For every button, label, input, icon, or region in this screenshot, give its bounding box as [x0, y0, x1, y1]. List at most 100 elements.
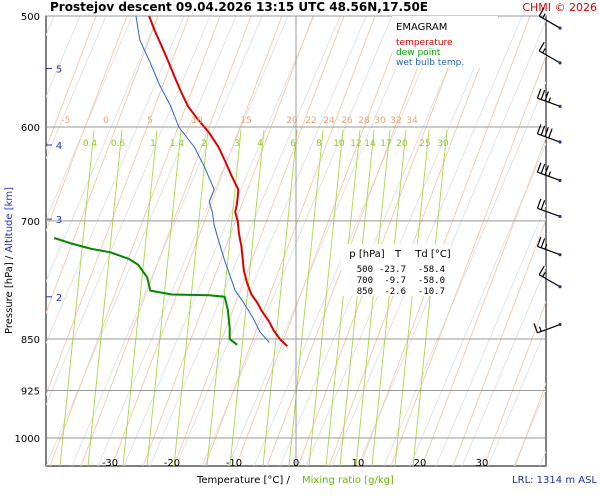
dry-adiabat-line: [46, 16, 81, 98]
dry-adiabat-line: [175, 16, 367, 466]
isotherm-label: 5: [147, 116, 153, 126]
isotherm-label: -5: [62, 116, 71, 126]
mixing-ratio-line: [412, 129, 448, 466]
table-header: Td [°C]: [414, 249, 451, 260]
mixing-ratio-label: 0.6: [111, 139, 126, 149]
data-table-box: [341, 244, 451, 296]
isotherm-line: [235, 16, 407, 466]
wind-barb: [538, 41, 562, 65]
isotherm-line: [142, 16, 314, 466]
dry-adiabat-line: [513, 389, 546, 466]
mixing-ratio-line: [122, 129, 158, 466]
mixing-ratio-line: [173, 129, 209, 466]
isotherm-line: [421, 136, 546, 466]
isotherm-line: [328, 16, 500, 466]
mixing-ratio-line: [355, 129, 391, 466]
altitude-tick-label: 5: [56, 64, 62, 75]
dry-adiabat-line: [409, 142, 546, 466]
altitude-tick-label: 2: [56, 293, 62, 304]
legend-temperature: temperature: [396, 38, 453, 48]
mixing-ratio-line: [262, 129, 298, 466]
wind-barb: [538, 7, 562, 30]
isotherm-label: 22: [305, 116, 316, 126]
isotherm-line: [46, 16, 190, 396]
isotherm-label: 30: [374, 116, 386, 126]
temperature-tick-label: 10: [352, 458, 365, 469]
temperature-tick-label: 20: [414, 458, 427, 469]
mixing-ratio-line: [339, 129, 375, 466]
table-cell: -58.0: [418, 276, 445, 286]
isotherm-label: 0: [103, 116, 109, 126]
mixing-ratio-label: 10: [333, 139, 345, 149]
wind-barb: [536, 198, 562, 219]
diagonal-lines: [46, 16, 546, 466]
dew-point-profile: [53, 237, 238, 346]
wind-barb: [536, 162, 562, 182]
temperature-tick-label: 0: [293, 458, 299, 469]
wind-barb: [538, 265, 562, 289]
mixing-ratio-label: 3: [234, 139, 240, 149]
dry-adiabat-line: [46, 16, 211, 406]
table-cell: -23.7: [379, 265, 406, 275]
dry-adiabat-line: [331, 16, 523, 466]
isotherm-line: [46, 16, 128, 232]
isotherm-label: 34: [406, 116, 418, 126]
wind-barb: [536, 236, 562, 257]
mixing-ratio-line: [87, 129, 123, 466]
wind-barb: [533, 322, 562, 334]
mixing-ratio-label: 20: [396, 139, 408, 149]
isotherm-label: 15: [240, 116, 251, 126]
mixing-ratio-label: 30: [437, 139, 449, 149]
isotherm-line: [266, 16, 438, 466]
dry-adiabat-line: [46, 16, 237, 466]
isotherm-line: [390, 54, 546, 466]
mixing-ratio-label: 1: [150, 139, 156, 149]
table-header: p [hPa]: [349, 249, 384, 260]
mixing-ratio-label: 14: [364, 139, 376, 149]
lrl-label: LRL: 1314 m ASL: [512, 475, 597, 486]
chart-title: Prostejov descent 09.04.2026 13:15 UTC 4…: [50, 0, 428, 14]
mixing-ratio-line: [325, 129, 361, 466]
y-axis-label-pressure: Pressure [hPa] /: [4, 255, 15, 334]
temperature-tick-label: 30: [476, 458, 489, 469]
axis-labels: 0.4 0.6 1 1.4 2 3 4 6 8 10 12 14 17 20 25 30-5 0 5 10 15 20 2…: [15, 12, 489, 469]
legend-dew-point: dew point: [396, 48, 441, 58]
wind-barb: [536, 124, 562, 144]
dry-adiabat-line: [46, 16, 159, 283]
dry-adiabat-line: [71, 16, 263, 466]
isotherm-line: [514, 382, 546, 466]
dry-adiabat-line: [435, 204, 546, 466]
pressure-tick-label: 700: [21, 217, 40, 228]
temperature-tick-label: -30: [102, 458, 118, 469]
data-table: p [hPa] T Td [°C] 500 -23.7 -58.4 700 -9.7 -58.0…: [349, 249, 451, 297]
isotherm-line: [483, 300, 546, 466]
table-cell: -9.7: [384, 276, 406, 286]
temperature-profile: [148, 16, 288, 347]
isotherm-label: 28: [358, 116, 370, 126]
legend-wet-bulb: wet bulb temp.: [396, 58, 464, 68]
dry-adiabat-line: [305, 16, 497, 466]
isotherm-line: [49, 16, 221, 466]
dry-adiabat-line: [279, 16, 471, 466]
table-cell: 700: [357, 276, 373, 286]
mixing-ratio-label: 0.4: [83, 139, 98, 149]
altitude-tick-label: 4: [56, 141, 62, 152]
isotherm-label: 24: [323, 116, 335, 126]
pressure-tick-label: 850: [21, 335, 40, 346]
dry-adiabat-line: [46, 16, 133, 221]
pressure-tick-label: 925: [21, 387, 40, 398]
table-cell: -2.6: [384, 287, 406, 297]
table-cell: 850: [357, 287, 373, 297]
isotherm-line: [46, 16, 159, 314]
temperature-tick-label: -10: [226, 458, 242, 469]
wind-barb: [536, 88, 562, 108]
table-cell: -10.7: [418, 287, 445, 297]
mixing-ratio-line: [394, 129, 430, 466]
isotherm-line: [204, 16, 376, 466]
pressure-tick-label: 500: [21, 12, 40, 23]
y-axis-label-altitude: Altitude [km]: [4, 187, 15, 256]
isotherm-line: [173, 16, 345, 466]
mixing-ratio-line: [371, 129, 407, 466]
mixing-ratio-label: 6: [290, 139, 296, 149]
